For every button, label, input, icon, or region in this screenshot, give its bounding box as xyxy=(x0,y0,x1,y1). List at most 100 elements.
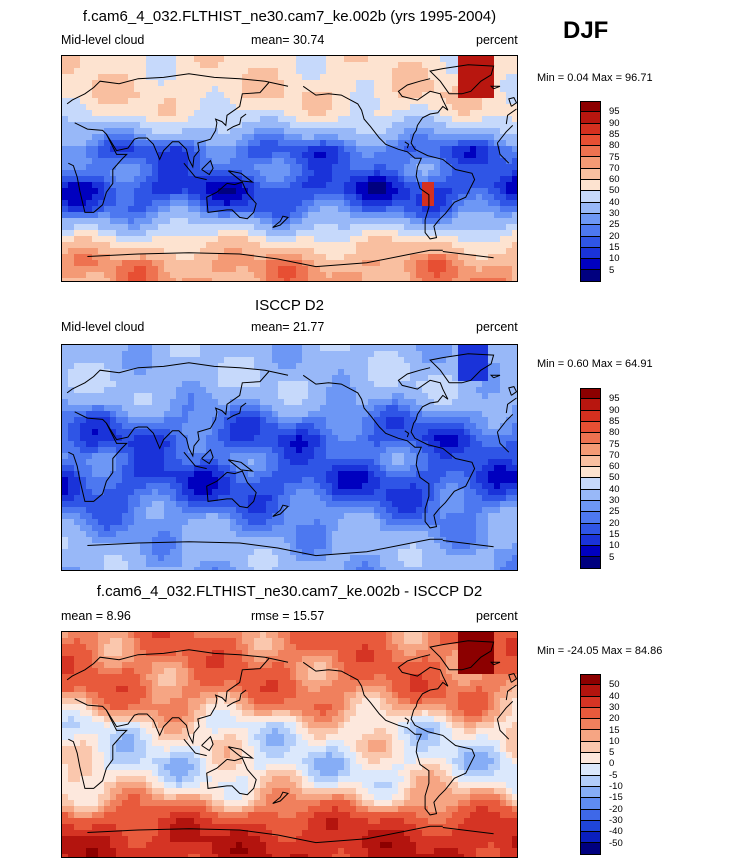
map-cell xyxy=(332,272,339,279)
map-cell xyxy=(266,351,273,358)
map-cell xyxy=(422,176,429,183)
map-cell xyxy=(404,134,411,141)
map-cell xyxy=(410,140,417,147)
map-cell xyxy=(158,399,165,406)
map-cell xyxy=(218,381,225,388)
map-cell xyxy=(416,483,423,490)
map-cell xyxy=(140,104,147,111)
map-cell xyxy=(104,236,111,243)
map-cell xyxy=(164,206,171,213)
map-cell xyxy=(512,363,517,370)
map-cell xyxy=(446,429,453,436)
map-cell xyxy=(476,182,483,189)
map-cell xyxy=(218,459,225,466)
map-cell xyxy=(116,74,123,81)
map-cell xyxy=(278,158,285,165)
map-cell xyxy=(140,471,147,478)
map-cell xyxy=(464,164,471,171)
map-cell xyxy=(404,411,411,418)
map-cell xyxy=(164,242,171,249)
map-cell xyxy=(446,116,453,123)
map-cell xyxy=(506,429,513,436)
map-cell xyxy=(452,363,459,370)
map-cell xyxy=(440,206,447,213)
map-cell xyxy=(260,146,267,153)
map-cell xyxy=(392,122,399,129)
map-cell xyxy=(452,375,459,382)
map-cell xyxy=(374,254,381,261)
map-cell xyxy=(224,483,231,490)
panel-2-mean-label: mean= 21.77 xyxy=(251,320,325,334)
map-cell xyxy=(254,128,261,135)
map-cell xyxy=(116,495,123,502)
map-cell xyxy=(416,80,423,87)
map-cell xyxy=(248,92,255,99)
map-cell xyxy=(350,176,357,183)
map-cell xyxy=(482,363,489,370)
map-cell xyxy=(284,236,291,243)
map-cell xyxy=(224,465,231,472)
map-cell xyxy=(104,134,111,141)
map-cell xyxy=(116,465,123,472)
map-cell xyxy=(188,471,195,478)
map-cell xyxy=(86,56,93,63)
map-cell xyxy=(314,68,321,75)
map-cell xyxy=(80,56,87,63)
map-cell xyxy=(356,495,363,502)
map-cell xyxy=(230,176,237,183)
map-cell xyxy=(200,429,207,436)
map-cell xyxy=(68,254,75,261)
map-cell xyxy=(212,98,219,105)
map-cell xyxy=(110,393,117,400)
map-cell xyxy=(458,441,465,448)
map-cell xyxy=(296,411,303,418)
map-cell xyxy=(158,447,165,454)
map-cell xyxy=(194,68,201,75)
map-cell xyxy=(338,278,345,281)
map-cell xyxy=(386,242,393,249)
map-cell xyxy=(98,447,105,454)
map-cell xyxy=(110,471,117,478)
map-cell xyxy=(176,230,183,237)
map-cell xyxy=(116,411,123,418)
map-cell xyxy=(416,230,423,237)
map-cell xyxy=(206,236,213,243)
map-cell xyxy=(146,62,153,69)
map-cell xyxy=(242,471,249,478)
map-cell xyxy=(62,272,69,279)
map-cell xyxy=(500,86,507,93)
map-cell xyxy=(80,182,87,189)
map-cell xyxy=(296,405,303,412)
map-cell xyxy=(422,357,429,364)
map-cell xyxy=(332,164,339,171)
map-cell xyxy=(242,381,249,388)
map-cell xyxy=(92,501,99,508)
map-cell xyxy=(464,98,471,105)
map-cell xyxy=(452,465,459,472)
map-cell xyxy=(440,266,447,273)
map-cell xyxy=(266,206,273,213)
map-cell xyxy=(482,483,489,490)
map-cell xyxy=(74,206,81,213)
map-cell xyxy=(314,447,321,454)
map-cell xyxy=(140,134,147,141)
map-cell xyxy=(140,477,147,484)
map-cell xyxy=(62,56,69,63)
map-cell xyxy=(170,110,177,117)
map-cell xyxy=(476,375,483,382)
map-cell xyxy=(470,98,477,105)
map-cell xyxy=(230,92,237,99)
map-cell xyxy=(260,278,267,281)
map-cell xyxy=(332,176,339,183)
map-cell xyxy=(512,483,517,490)
map-cell xyxy=(494,152,501,159)
map-cell xyxy=(134,459,141,466)
map-cell xyxy=(326,441,333,448)
map-cell xyxy=(206,459,213,466)
map-cell xyxy=(254,152,261,159)
map-cell xyxy=(338,134,345,141)
map-cell xyxy=(116,447,123,454)
map-cell xyxy=(62,74,69,81)
map-cell xyxy=(332,110,339,117)
map-cell xyxy=(434,68,441,75)
